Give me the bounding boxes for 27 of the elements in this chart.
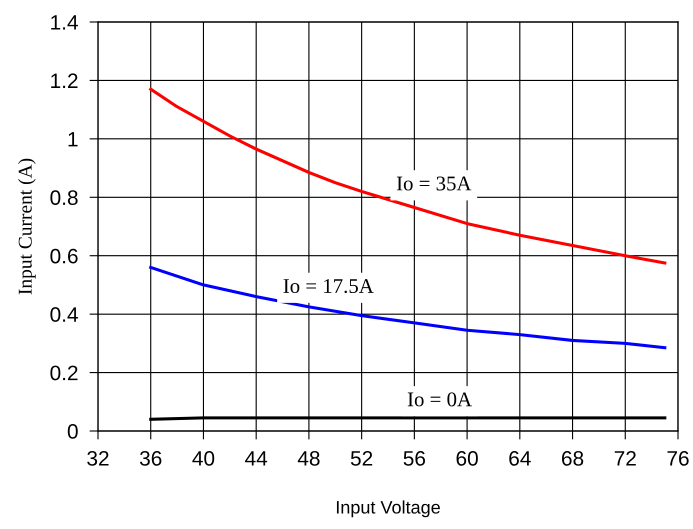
x-tick-label: 32 [87,450,109,466]
x-tick-label: 48 [298,450,320,466]
y-tick-label: 0.6 [50,248,78,264]
x-tick-label: 44 [245,451,268,466]
line-series [149,88,666,265]
series-label: Io = 17.5A [284,279,374,294]
x-axis-title: Input Voltage [336,500,440,518]
y-tick-label: 0.8 [50,190,78,206]
series-label: Io = 35A [396,176,472,191]
x-tick-label: 56 [404,450,426,466]
y-tick-label: 0 [68,424,78,439]
y-tick-label: 0.2 [50,366,78,380]
line-series [149,266,666,350]
x-tick-label: 60 [456,450,478,466]
x-tick-label: 76 [667,450,689,466]
x-tick-label: 40 [192,450,214,466]
x-tick-label: 64 [509,450,531,466]
x-tick-label: 36 [140,450,162,466]
y-tick-label: 1 [68,132,78,146]
x-tick-label: 72 [614,450,636,466]
y-tick-label: 0.4 [50,307,78,322]
y-axis-title: Input Current (A) [18,158,36,294]
x-tick-label: 68 [562,450,584,466]
series-label: Io = 0A [408,392,472,406]
y-tick-label: 1.4 [51,15,78,30]
y-tick-label: 1.2 [51,73,78,88]
x-tick-label: 52 [350,450,372,466]
